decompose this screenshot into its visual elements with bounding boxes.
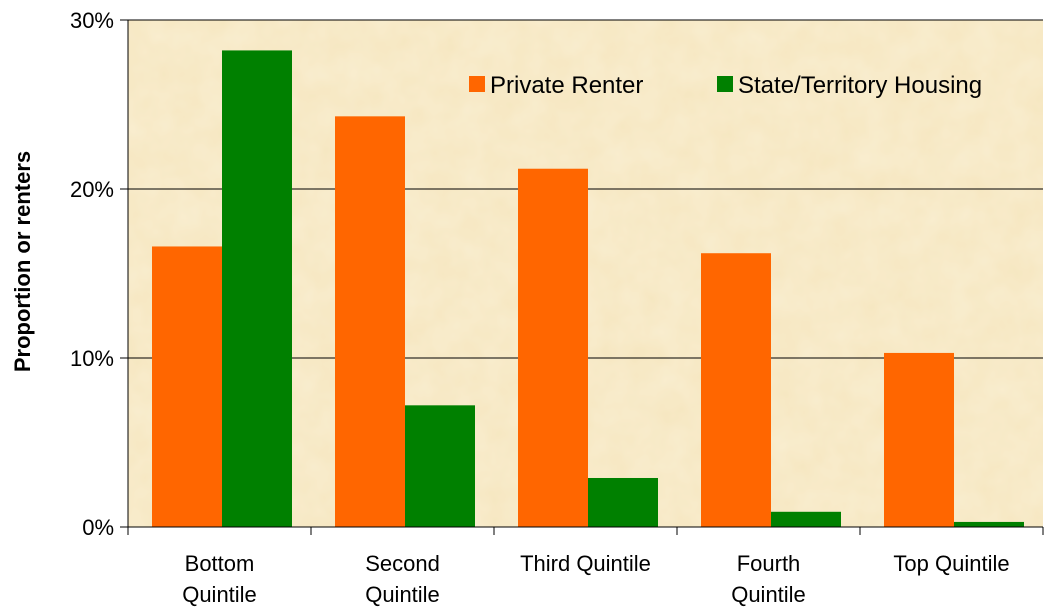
bar-state-territory-housing-1 xyxy=(405,405,475,527)
bar-private-renter-1 xyxy=(335,116,405,527)
bar-private-renter-3 xyxy=(701,253,771,527)
x-tick-label: Quintile xyxy=(182,582,257,607)
legend: Private Renter State/Territory Housing xyxy=(469,72,982,99)
axes xyxy=(120,19,1044,535)
legend-label: State/Territory Housing xyxy=(738,72,982,99)
x-tick-label: Second xyxy=(365,551,440,576)
bar-state-territory-housing-3 xyxy=(771,511,841,527)
x-tick-label: Bottom xyxy=(185,551,255,576)
y-axis-title: Proportion or renters xyxy=(10,151,35,372)
bar-state-territory-housing-2 xyxy=(588,477,658,527)
x-tick-label: Third Quintile xyxy=(520,551,651,576)
bar-private-renter-2 xyxy=(518,168,588,527)
x-tick-label: Quintile xyxy=(731,582,806,607)
legend-swatch xyxy=(469,76,485,92)
legend-swatch xyxy=(717,76,733,92)
bars xyxy=(152,50,1024,528)
bar-private-renter-0 xyxy=(152,246,222,527)
x-tick-labels: Bottom Quintile Second Quintile Third Quinti… xyxy=(182,551,1009,607)
x-tick-label: Fourth xyxy=(737,551,801,576)
y-tick-label: 0% xyxy=(82,515,114,540)
y-tick-label: 20% xyxy=(70,177,114,202)
y-tick-label: 10% xyxy=(70,346,114,371)
y-tick-label: 30% xyxy=(70,8,114,33)
legend-label: Private Renter xyxy=(490,72,643,99)
bar-state-territory-housing-0 xyxy=(222,50,292,528)
bar-state-territory-housing-4 xyxy=(954,521,1024,527)
x-tick-label: Quintile xyxy=(365,582,440,607)
x-tick-label: Top Quintile xyxy=(893,551,1009,576)
y-tick-labels: 0% 10% 20% 30% xyxy=(70,8,114,540)
bar-private-renter-4 xyxy=(884,352,954,527)
